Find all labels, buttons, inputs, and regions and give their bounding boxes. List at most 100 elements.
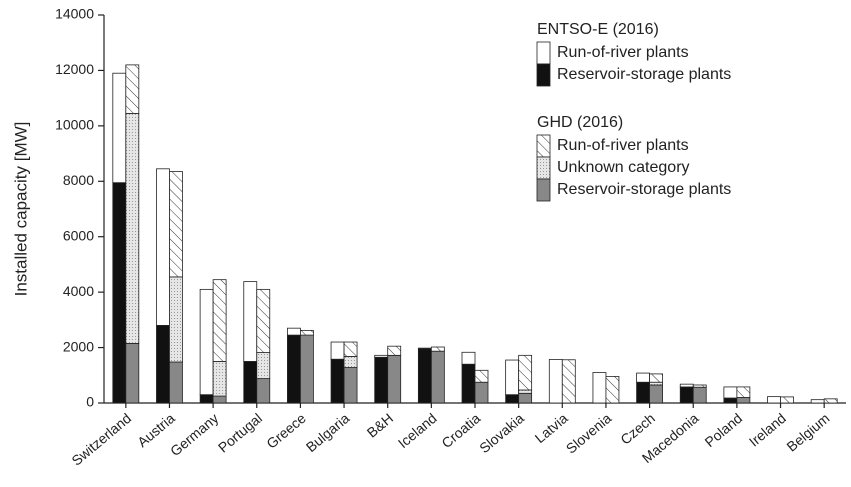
bar-segment <box>548 359 563 404</box>
bar-segment <box>330 341 345 360</box>
x-tick-label: Latvia <box>532 410 571 446</box>
x-tick-label: Greece <box>263 410 309 452</box>
bar-segment <box>692 386 707 404</box>
y-tick-label: 14000 <box>55 6 94 22</box>
bar-segment <box>300 334 314 404</box>
x-tick-label: Switzerland <box>68 410 134 469</box>
bar-segment <box>505 359 520 396</box>
legend-swatch <box>536 134 551 158</box>
bar-segment <box>649 373 663 383</box>
bar-segment <box>461 363 476 404</box>
legend-label: Run-of-river plants <box>557 44 689 61</box>
bar-segment <box>387 354 402 404</box>
bar-segment <box>430 350 445 404</box>
bar-segment <box>125 343 140 404</box>
bar-segment <box>505 394 520 404</box>
bar-segment <box>679 383 694 388</box>
y-tick-label: 6000 <box>63 227 94 243</box>
bar-segment <box>605 375 620 404</box>
y-tick-label: 4000 <box>63 283 94 299</box>
legend-title: ENTSO-E (2016) <box>537 21 659 38</box>
bar-segment <box>767 396 781 404</box>
bar-segment <box>723 386 738 399</box>
legend-label: Run-of-river plants <box>557 137 689 154</box>
legend-title: GHD (2016) <box>537 114 623 131</box>
bar-segment <box>723 397 738 404</box>
bar-segment <box>287 327 301 336</box>
x-tick-label: Germany <box>167 410 221 459</box>
bar-segment <box>474 369 489 383</box>
bar-segment <box>256 288 271 353</box>
x-tick-label: Portugal <box>215 410 265 456</box>
bar-segment <box>169 361 183 404</box>
x-tick-label: Poland <box>702 410 746 450</box>
bar-segment <box>256 378 271 404</box>
bar-segment <box>374 354 389 358</box>
legend-label: Unknown category <box>557 159 690 176</box>
bar-segment <box>300 329 314 336</box>
bar-segment <box>112 182 127 404</box>
bar-segment <box>156 168 170 326</box>
x-tick-label: Belgium <box>783 410 832 455</box>
bar-segment <box>169 171 183 278</box>
legend-swatch <box>536 178 551 202</box>
y-tick-label: 2000 <box>63 338 94 354</box>
bar-segment <box>430 346 445 352</box>
bar-segment <box>649 381 663 386</box>
bar-segment <box>287 334 301 404</box>
bar-segment <box>823 398 838 404</box>
y-tick-label: 10000 <box>55 117 94 133</box>
bar-segment <box>461 351 476 365</box>
bar-segment <box>679 386 694 404</box>
bar-segment <box>125 112 140 344</box>
bar-segment <box>212 395 227 404</box>
y-tick-label: 8000 <box>63 172 94 188</box>
bar-segment <box>387 345 402 356</box>
bar-segment <box>343 367 358 404</box>
bar-segment <box>561 359 576 404</box>
bar-segment <box>112 72 127 184</box>
bar-segment <box>243 281 258 362</box>
bar-segment <box>212 361 227 397</box>
legend-swatch <box>536 41 551 65</box>
bar-segment <box>518 389 533 394</box>
bar-segment <box>780 396 794 404</box>
legend-swatch <box>536 156 551 180</box>
bar-segment <box>125 64 140 114</box>
bar-segment <box>736 386 751 398</box>
x-tick-label: Ireland <box>746 410 789 450</box>
bar-segment <box>810 399 825 404</box>
bar-segment <box>417 347 432 350</box>
legend-label: Reservoir-storage plants <box>557 66 731 83</box>
bar-segment <box>518 392 533 404</box>
bar-segment <box>343 341 358 357</box>
x-tick-label: Slovakia <box>476 410 527 456</box>
bar-segment <box>169 276 183 363</box>
x-tick-label: Slovenia <box>563 410 615 457</box>
y-tick-label: 12000 <box>55 61 94 77</box>
bar-segment <box>256 352 271 380</box>
y-axis-label: Installed capacity [MW] <box>11 122 30 297</box>
legend-label: Reservoir-storage plants <box>557 181 731 198</box>
bar-segment <box>518 354 533 391</box>
legend-swatch <box>536 63 551 87</box>
x-tick-label: Bulgaria <box>303 410 353 455</box>
bar-segment <box>736 397 751 404</box>
bar-segment <box>243 361 258 404</box>
x-tick-label: Iceland <box>395 410 440 451</box>
bar-segment <box>343 356 358 368</box>
x-tick-label: B&H <box>364 410 396 441</box>
bar-segment <box>592 372 607 404</box>
bar-segment <box>199 288 214 396</box>
bar-segment <box>417 348 432 404</box>
bar-segment <box>692 384 707 388</box>
bar-segment <box>156 324 170 404</box>
bar-segment <box>636 381 650 404</box>
bar-segment <box>199 394 214 404</box>
bar-segment <box>212 279 227 362</box>
bar-segment <box>636 372 650 383</box>
bar-segment <box>474 381 489 404</box>
y-tick-label: 0 <box>86 394 94 410</box>
bar-segment <box>649 384 663 404</box>
